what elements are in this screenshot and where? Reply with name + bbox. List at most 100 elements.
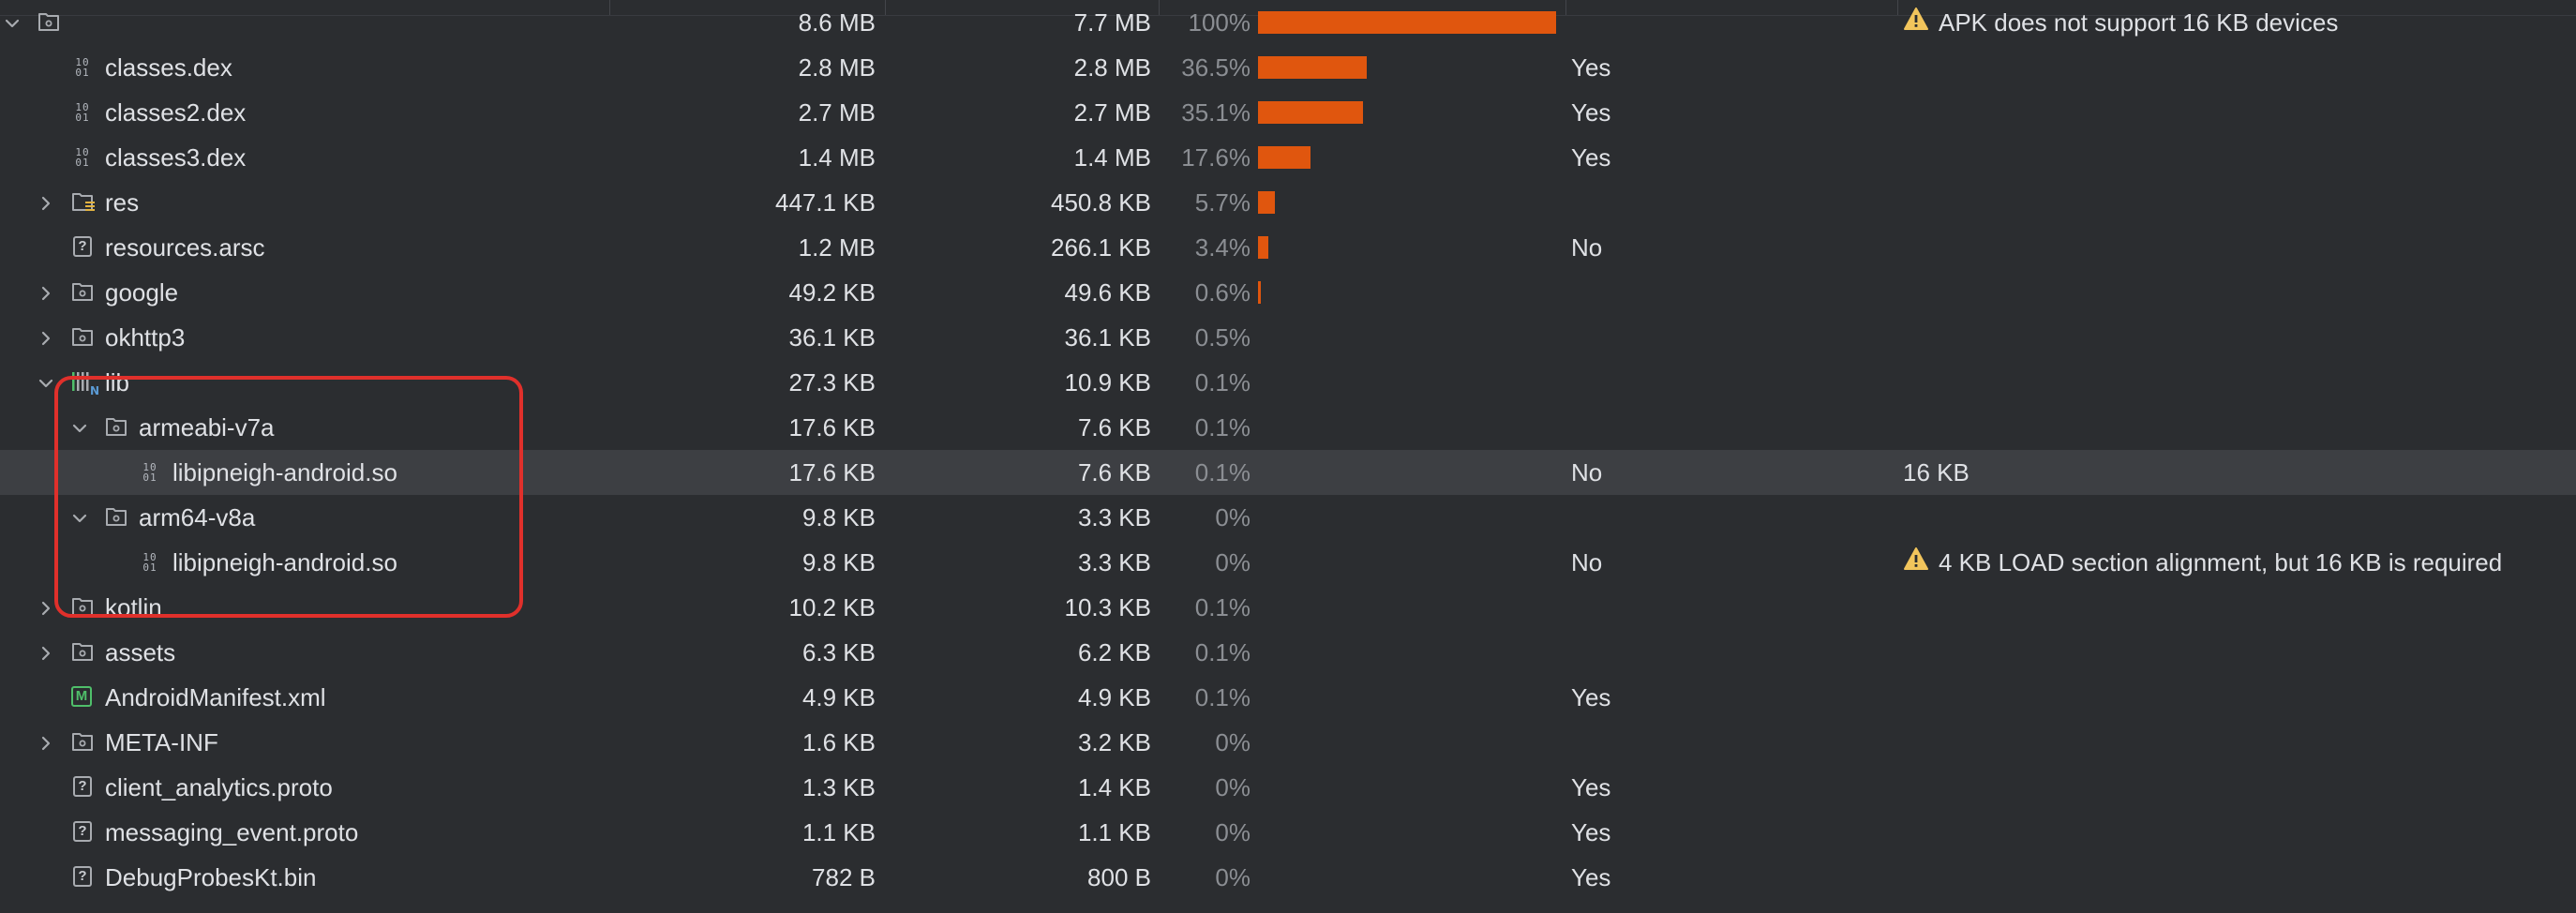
file-name: AndroidManifest.xml (105, 683, 326, 711)
raw-file-size: 27.3 KB (788, 368, 876, 397)
raw-file-size: 1.2 MB (798, 233, 876, 262)
tree-row-lib[interactable]: N lib 27.3 KB 10.9 KB 0.1% (0, 360, 2576, 405)
raw-file-size: 17.6 KB (788, 413, 876, 442)
folder-icon (71, 326, 94, 349)
alignment-text: 16 KB (1903, 458, 1969, 486)
tree-row-kotlin[interactable]: kotlin 10.2 KB 10.3 KB 0.1% (0, 585, 2576, 630)
size-percent: 17.6% (1181, 143, 1251, 172)
file-name: assets (105, 638, 176, 666)
tree-row-classes-dex[interactable]: 10 01 classes.dex 2.8 MB 2.8 MB 36.5% Yes (0, 45, 2576, 90)
chevron-right-icon[interactable] (36, 630, 56, 675)
raw-file-size: 49.2 KB (788, 278, 876, 307)
tree-row-root[interactable]: 8.6 MB 7.7 MB 100% APK does not support … (0, 0, 2576, 45)
raw-file-size: 6.3 KB (801, 638, 876, 666)
size-percent: 0% (1215, 548, 1251, 576)
size-percent: 0.1% (1194, 593, 1251, 621)
tree-row-classes3-dex[interactable]: 10 01 classes3.dex 1.4 MB 1.4 MB 17.6% Ye… (0, 135, 2576, 180)
size-percent: 0.1% (1194, 413, 1251, 442)
tree-row-assets[interactable]: assets 6.3 KB 6.2 KB 0.1% (0, 630, 2576, 675)
raw-file-size: 9.8 KB (801, 503, 876, 531)
tree-row-client-analytics[interactable]: ? client_analytics.proto 1.3 KB 1.4 KB 0… (0, 765, 2576, 810)
tree-row-messaging-event[interactable]: ? messaging_event.proto 1.1 KB 1.1 KB 0%… (0, 810, 2576, 855)
alignment-text: 4 KB LOAD section alignment, but 16 KB i… (1939, 548, 2503, 576)
file-name: resources.arsc (105, 233, 265, 262)
chevron-right-icon[interactable] (36, 315, 56, 360)
compressed-status: No (1571, 233, 1603, 262)
size-percent: 35.1% (1181, 98, 1251, 127)
file-name: classes2.dex (105, 98, 247, 127)
folder-icon (71, 731, 94, 754)
raw-file-size: 36.1 KB (788, 323, 876, 352)
column-separator[interactable] (1565, 0, 1566, 15)
unknown-file-icon: ? (71, 236, 94, 259)
size-bar (1258, 11, 1556, 34)
size-percent: 0.1% (1194, 368, 1251, 397)
tree-row-res[interactable]: res 447.1 KB 450.8 KB 5.7% (0, 180, 2576, 225)
raw-file-size: 4.9 KB (801, 683, 876, 711)
size-percent: 0.6% (1194, 278, 1251, 307)
tree-row-okhttp3[interactable]: okhttp3 36.1 KB 36.1 KB 0.5% (0, 315, 2576, 360)
file-name: armeabi-v7a (139, 413, 275, 442)
binary-file-icon: 10 01 (75, 146, 90, 169)
chevron-down-icon[interactable] (2, 0, 22, 45)
tree-row-debug-probes[interactable]: ? DebugProbesKt.bin 782 B 800 B 0% Yes (0, 855, 2576, 900)
download-size: 800 B (1087, 863, 1151, 891)
chevron-down-icon[interactable] (36, 360, 56, 405)
compressed-status: Yes (1571, 143, 1611, 172)
unknown-file-icon: ? (71, 821, 94, 844)
file-name: messaging_event.proto (105, 818, 359, 846)
tree-row-meta-inf[interactable]: META-INF 1.6 KB 3.2 KB 0% (0, 720, 2576, 765)
size-percent: 0% (1215, 728, 1251, 756)
raw-file-size: 10.2 KB (788, 593, 876, 621)
tree-row-libipneigh-v7a[interactable]: 10 01 libipneigh-android.so 17.6 KB 7.6 K… (0, 450, 2576, 495)
download-size: 3.3 KB (1077, 548, 1151, 576)
tree-row-armeabi-v7a[interactable]: armeabi-v7a 17.6 KB 7.6 KB 0.1% (0, 405, 2576, 450)
tree-row-resources-arsc[interactable]: ? resources.arsc 1.2 MB 266.1 KB 3.4% No (0, 225, 2576, 270)
compressed-status: Yes (1571, 818, 1611, 846)
unknown-file-icon: ? (71, 866, 94, 889)
download-size: 7.6 KB (1077, 413, 1151, 442)
chevron-right-icon[interactable] (36, 270, 56, 315)
download-size: 7.7 MB (1073, 8, 1151, 37)
file-name: classes.dex (105, 53, 232, 82)
tree-row-classes2-dex[interactable]: 10 01 classes2.dex 2.7 MB 2.7 MB 35.1% Ye… (0, 90, 2576, 135)
alignment-status: 4 KB LOAD section alignment, but 16 KB i… (1903, 540, 2502, 585)
column-separator[interactable] (1897, 0, 1898, 15)
column-separator[interactable] (885, 0, 886, 15)
native-library-icon: N (71, 371, 99, 397)
warning-icon (1903, 540, 1929, 585)
size-percent: 0.1% (1194, 638, 1251, 666)
folder-icon (105, 416, 127, 439)
folder-icon (37, 11, 60, 34)
tree-row-android-manifest[interactable]: M AndroidManifest.xml 4.9 KB 4.9 KB 0.1%… (0, 675, 2576, 720)
manifest-file-icon: M (71, 686, 94, 709)
size-bar (1258, 101, 1363, 124)
svg-text:N: N (90, 384, 99, 396)
raw-file-size: 8.6 MB (798, 8, 876, 37)
file-name: res (105, 188, 140, 217)
folder-icon (105, 506, 127, 529)
raw-file-size: 2.7 MB (798, 98, 876, 127)
column-separator[interactable] (609, 0, 610, 15)
file-name: DebugProbesKt.bin (105, 863, 317, 891)
tree-row-libipneigh-v8a[interactable]: 10 01 libipneigh-android.so 9.8 KB 3.3 KB… (0, 540, 2576, 585)
compressed-status: Yes (1571, 863, 1611, 891)
resource-folder-icon (71, 191, 95, 214)
folder-icon (71, 641, 94, 664)
binary-file-icon: 10 01 (75, 56, 90, 79)
column-separator[interactable] (1159, 0, 1160, 15)
tree-row-arm64-v8a[interactable]: arm64-v8a 9.8 KB 3.3 KB 0% (0, 495, 2576, 540)
chevron-right-icon[interactable] (36, 585, 56, 630)
chevron-down-icon[interactable] (69, 495, 90, 540)
size-percent: 3.4% (1194, 233, 1251, 262)
chevron-right-icon[interactable] (36, 180, 56, 225)
tree-row-google[interactable]: google 49.2 KB 49.6 KB 0.6% (0, 270, 2576, 315)
chevron-right-icon[interactable] (36, 720, 56, 765)
raw-file-size: 1.6 KB (801, 728, 876, 756)
file-name: lib (105, 368, 130, 397)
unknown-file-icon: ? (71, 776, 94, 799)
download-size: 3.3 KB (1077, 503, 1151, 531)
download-size: 36.1 KB (1064, 323, 1151, 352)
binary-file-icon: 10 01 (142, 551, 157, 574)
chevron-down-icon[interactable] (69, 405, 90, 450)
